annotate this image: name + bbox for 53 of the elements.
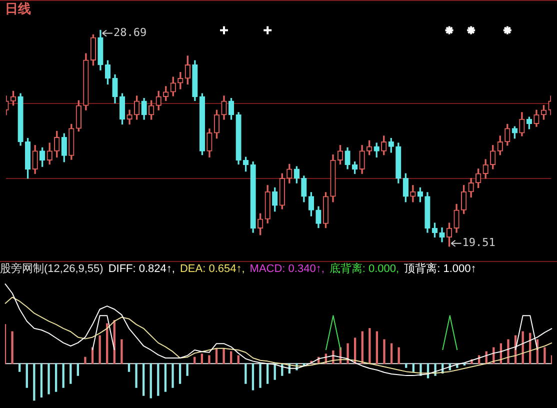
bar	[70, 363, 72, 384]
chart-title: 日线	[5, 2, 31, 18]
bar	[178, 363, 182, 384]
bar	[157, 363, 160, 396]
bar	[18, 363, 21, 372]
bar	[376, 331, 378, 364]
text: 顶背离: 1.000↑	[404, 263, 476, 275]
text: MACD: 0.340↑,	[250, 263, 324, 275]
bar	[98, 335, 101, 364]
bar	[398, 347, 400, 364]
bar	[259, 363, 262, 388]
bar	[222, 348, 225, 364]
text: DEA: 0.654↑,	[180, 263, 245, 275]
bar	[252, 363, 254, 390]
bar	[208, 355, 210, 364]
bar	[54, 363, 58, 392]
bar	[507, 339, 510, 364]
bar	[150, 363, 152, 398]
bar	[142, 363, 145, 396]
bar	[390, 343, 393, 364]
text: 底背离: 0.000,	[329, 263, 400, 275]
bar	[128, 363, 130, 372]
bar	[62, 363, 64, 388]
bar	[48, 363, 50, 394]
bar	[302, 363, 306, 366]
bar	[135, 363, 138, 388]
bar	[84, 356, 86, 364]
bar	[40, 363, 43, 398]
bar	[164, 363, 167, 392]
bar	[194, 356, 196, 364]
bar	[200, 354, 203, 364]
bar	[405, 363, 408, 368]
bar	[544, 347, 546, 364]
bar	[76, 363, 80, 376]
bar	[244, 363, 247, 384]
bar	[120, 339, 123, 364]
bar	[522, 331, 524, 364]
bar	[11, 331, 14, 364]
bar	[266, 363, 269, 384]
bar	[412, 363, 415, 372]
bar	[346, 343, 349, 364]
bar	[186, 363, 188, 376]
annotation: 28.69	[113, 26, 147, 40]
bar	[383, 339, 386, 364]
bar	[230, 351, 232, 364]
chart-title: 股旁网制(12,26,9,55)	[0, 263, 104, 275]
bar	[33, 363, 36, 401]
bar	[172, 363, 174, 388]
annotation: 19.51	[462, 236, 496, 250]
bar	[237, 355, 240, 364]
bar	[26, 363, 28, 388]
text: DIFF: 0.824↑,	[108, 263, 175, 275]
bar	[368, 328, 371, 364]
